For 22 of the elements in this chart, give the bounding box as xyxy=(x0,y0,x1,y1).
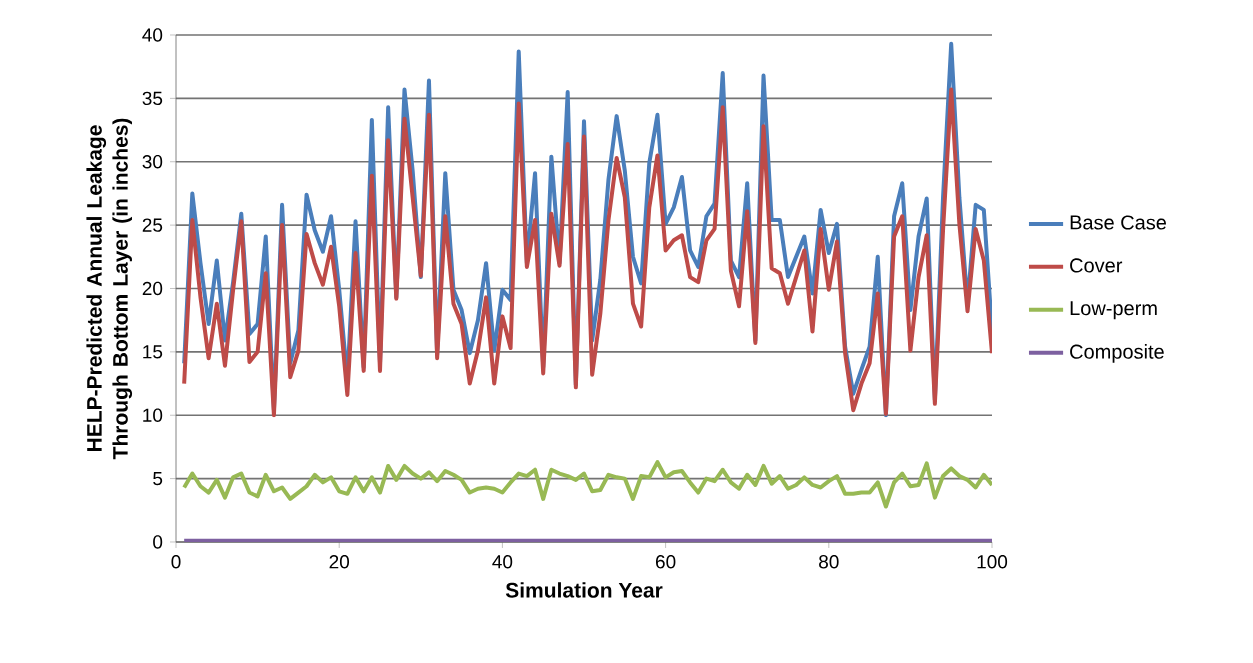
x-tick-label: 40 xyxy=(492,555,513,569)
legend-label: Base Case xyxy=(1070,215,1167,230)
line-series xyxy=(182,460,992,509)
y-tick-label: 25 xyxy=(142,218,163,232)
x-tick-label: 80 xyxy=(819,555,839,569)
y-tick-label: 0 xyxy=(153,535,163,549)
legend-label: Composite xyxy=(1070,344,1164,363)
legend-label: Cover xyxy=(1070,258,1123,273)
x-tick-label: 20 xyxy=(329,555,350,569)
y-tick-label: 30 xyxy=(142,155,163,169)
y-tick-label: 10 xyxy=(143,408,163,422)
x-tick-label: 60 xyxy=(656,555,676,569)
y-axis-title: HELP-Predicted Annual Leakage Through Bottom Layer (in inches) xyxy=(86,118,133,460)
legend-label: Low-perm xyxy=(1070,301,1157,320)
x-axis-title: Simulation Year xyxy=(505,582,663,598)
x-tick-label: 100 xyxy=(977,555,1008,569)
y-tick-label: 40 xyxy=(142,28,163,42)
y-tick-label: 20 xyxy=(142,281,163,296)
y-tick-label: 5 xyxy=(153,471,163,486)
x-tick-label: 0 xyxy=(171,555,181,569)
y-tick-label: 35 xyxy=(142,91,163,106)
y-tick-label: 15 xyxy=(143,345,163,359)
